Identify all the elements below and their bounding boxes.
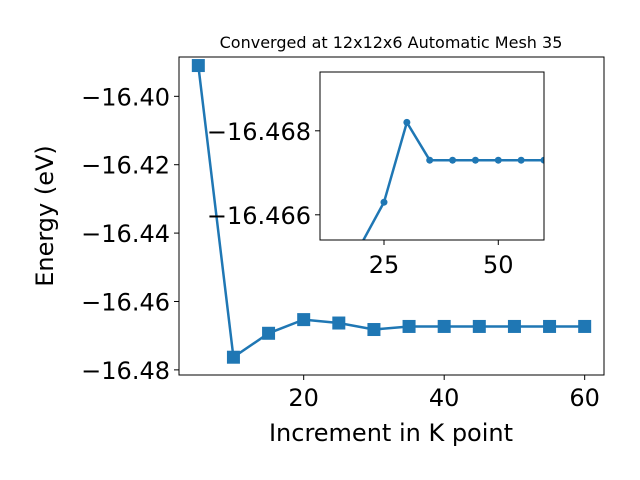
inset-point	[380, 198, 388, 206]
energy-point	[402, 319, 416, 333]
inset-point	[449, 156, 457, 164]
energy-point	[437, 319, 451, 333]
inset-x-tick-label: 25	[369, 251, 400, 279]
inset-plot: 25 50 −16.468 −16.466	[207, 71, 545, 279]
energy-point	[332, 316, 346, 330]
x-tick-label: 20	[288, 384, 319, 412]
energy-point	[507, 319, 521, 333]
y-tick-label: −16.48	[81, 357, 170, 385]
inset-plot-frame	[319, 71, 545, 241]
energy-point	[578, 319, 592, 333]
inset-point	[540, 156, 544, 164]
energy-point	[191, 59, 205, 73]
x-tick-label: 40	[429, 384, 460, 412]
energy-point	[367, 323, 381, 337]
main-series	[191, 59, 592, 364]
energy-point	[226, 350, 240, 364]
main-plot: Converged at 12x12x6 Automatic Mesh 35 2…	[31, 33, 605, 447]
inset-plot-background	[320, 72, 544, 240]
energy-point	[543, 319, 557, 333]
inset-x-tick-label: 50	[483, 251, 514, 279]
y-axis-label: Energy (eV)	[31, 145, 59, 287]
inset-point	[403, 118, 411, 126]
inset-y-tick-label: −16.468	[207, 118, 311, 146]
energy-point	[472, 319, 486, 333]
y-tick-label: −16.44	[81, 220, 170, 248]
y-tick-label: −16.40	[81, 83, 170, 111]
inset-point	[494, 156, 502, 164]
inset-y-tick-label: −16.466	[207, 202, 311, 230]
main-ticks: 20 40 60 −16.40 −16.42 −16.44 −16.46 −16.48	[81, 83, 600, 412]
x-tick-label: 60	[569, 384, 600, 412]
chart-title: Converged at 12x12x6 Automatic Mesh 35	[220, 33, 563, 52]
inset-point	[426, 156, 434, 164]
x-axis-label: Increment in K point	[269, 419, 513, 447]
y-tick-label: −16.42	[81, 152, 170, 180]
inset-point	[471, 156, 479, 164]
inset-ticks: 25 50 −16.468 −16.466	[207, 118, 514, 279]
energy-point	[297, 313, 311, 327]
inset-point	[517, 156, 525, 164]
inset-point	[358, 241, 365, 248]
y-tick-label: −16.46	[81, 288, 170, 316]
main-plot-frame	[178, 56, 605, 376]
inset-series	[358, 118, 544, 248]
energy-point	[262, 326, 276, 340]
